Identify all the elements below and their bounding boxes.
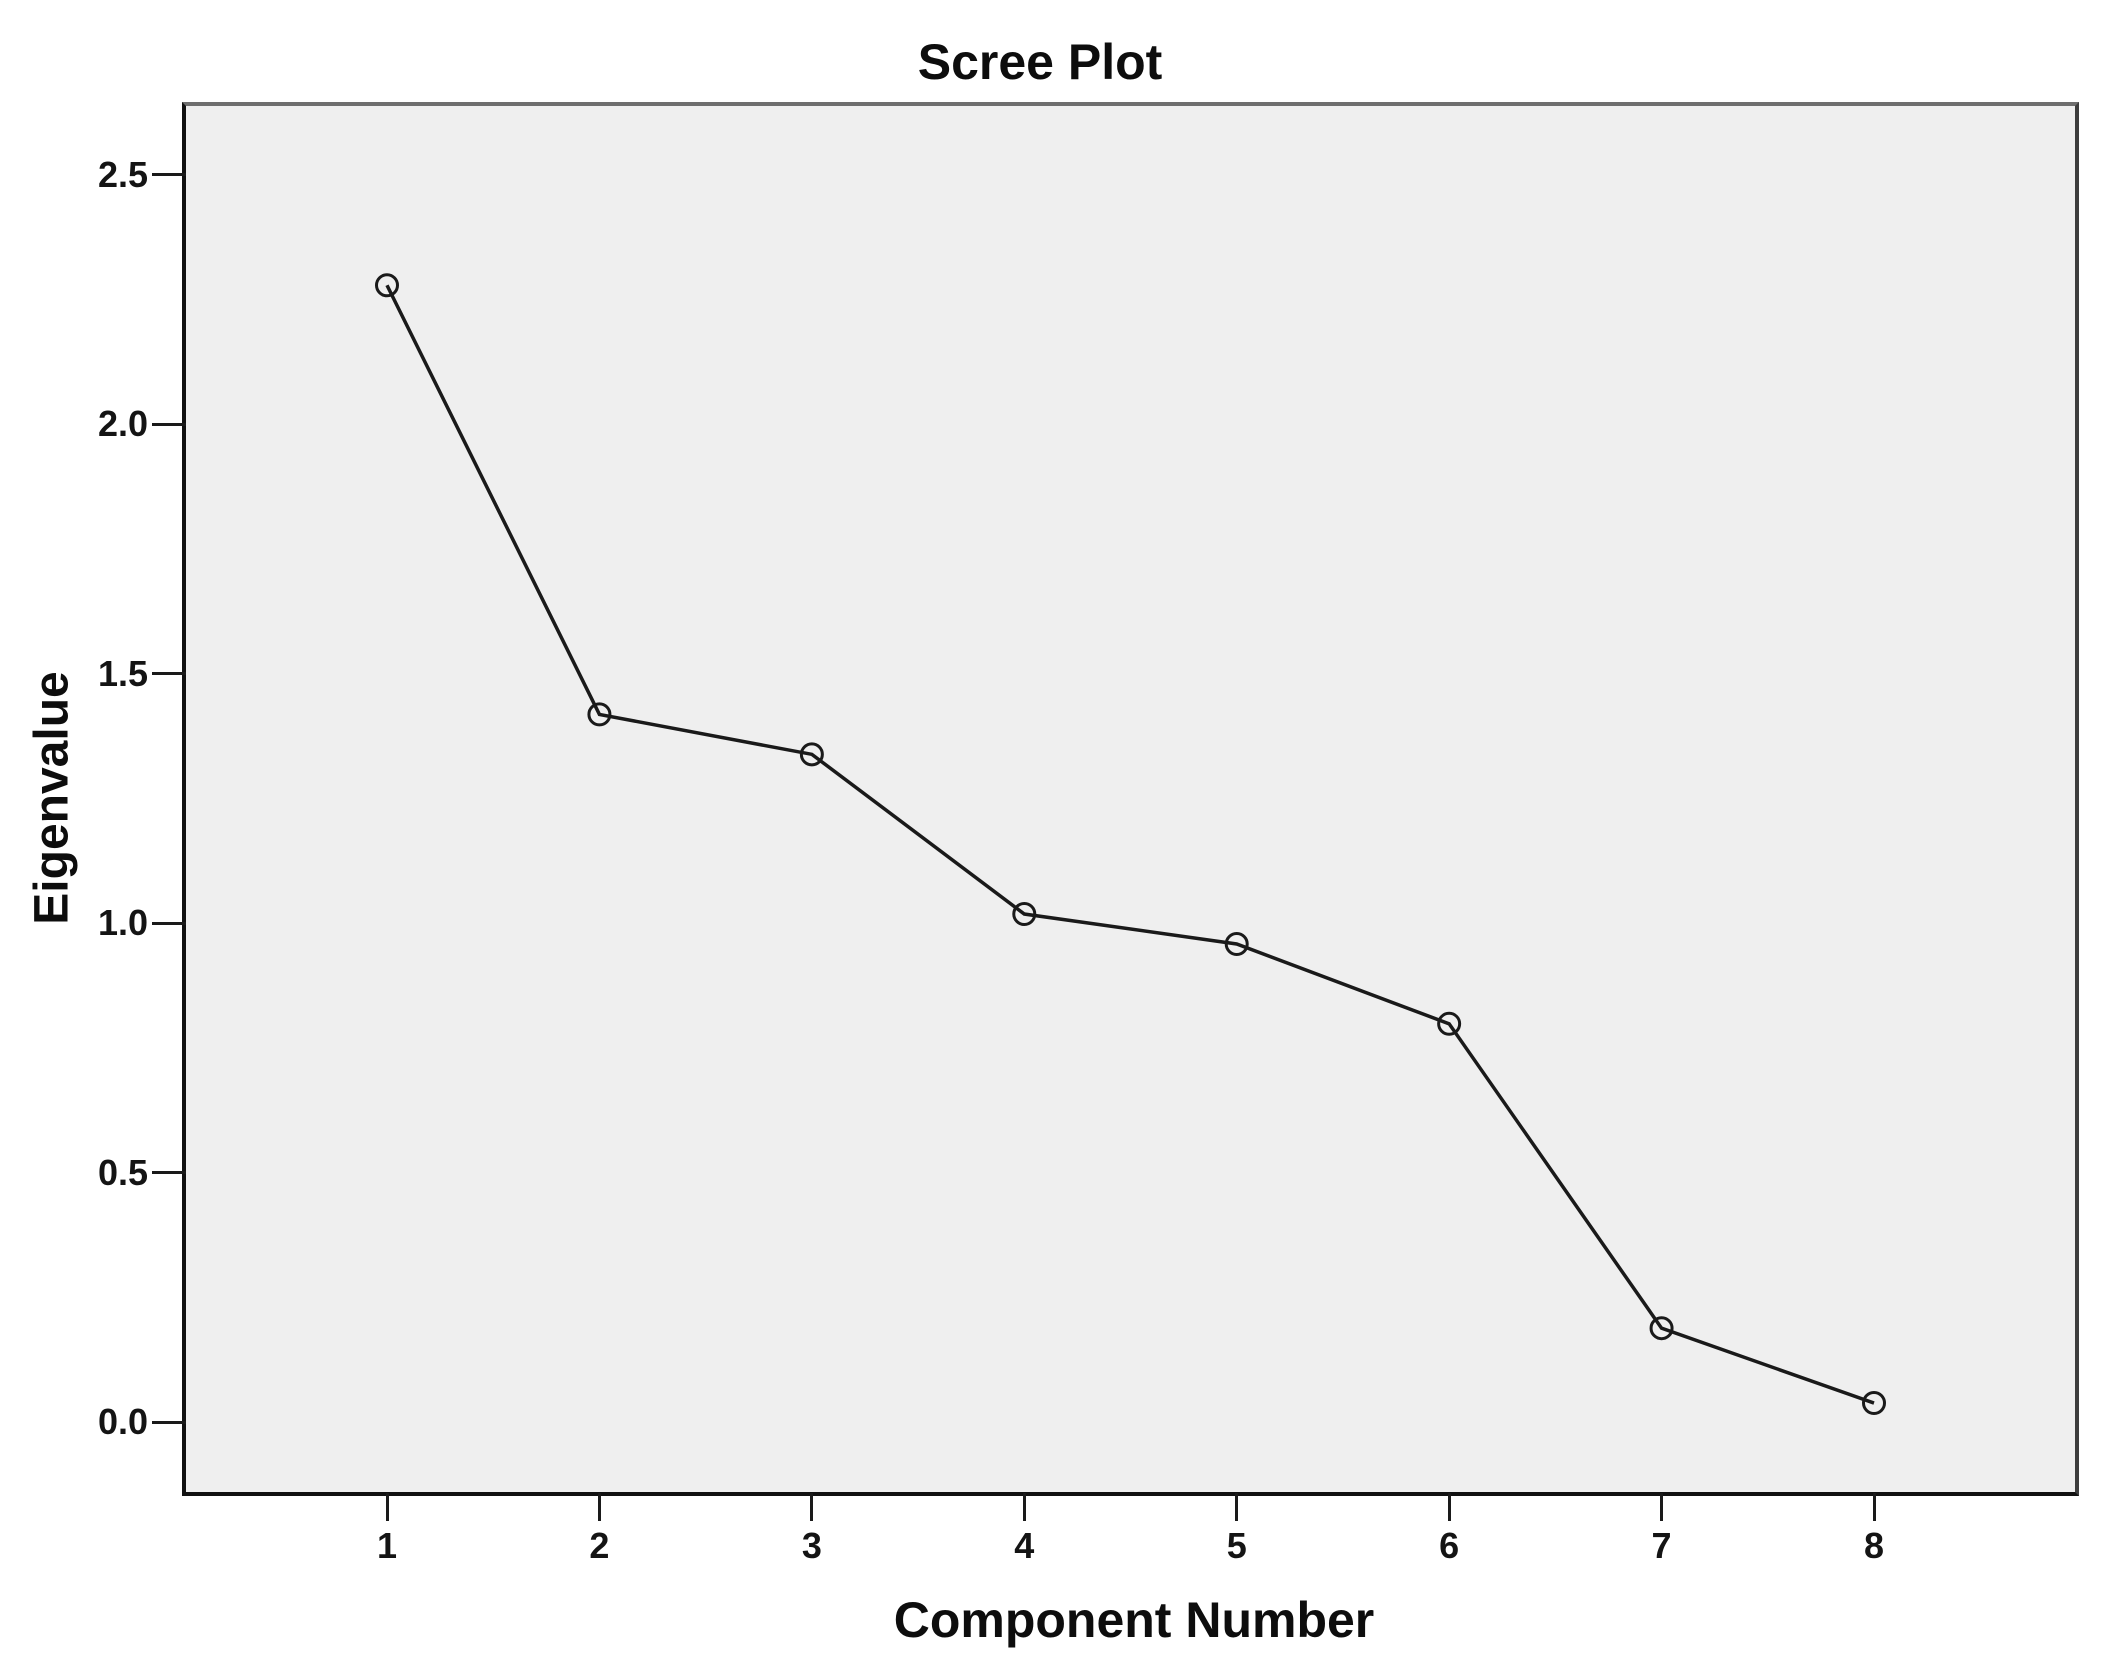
x-tick-mark [1235,1493,1239,1521]
x-tick-mark [385,1493,389,1521]
x-tick-label: 4 [1014,1525,1035,1566]
data-point-marker-component-8 [1862,1391,1886,1416]
x-tick-label: 7 [1651,1525,1672,1566]
y-tick-label: 1.0 [97,902,148,943]
y-tick-mark [152,1420,186,1424]
x-tick-label: 1 [376,1525,398,1566]
y-tick-label: 0.5 [97,1151,148,1193]
y-tick-mark [152,1171,186,1174]
data-point-marker-component-7 [1649,1316,1674,1341]
x-tick-mark [1872,1493,1876,1521]
x-tick-mark [1447,1493,1451,1521]
x-tick-mark [810,1493,814,1521]
data-point-marker-component-3 [799,742,824,767]
data-point-marker-component-1 [375,273,399,298]
x-tick-mark [597,1493,601,1521]
data-point-marker-component-4 [1012,902,1037,927]
data-point-marker-component-2 [587,702,612,727]
eigenvalue-line [385,284,1875,1405]
data-point-marker-component-5 [1224,931,1249,956]
y-tick-mark [152,672,186,675]
x-axis-label: Component Number [893,1592,1375,1648]
x-tick-mark [1022,1493,1026,1521]
x-tick-label: 2 [589,1525,610,1566]
x-tick-mark [1660,1493,1664,1521]
y-tick-label: 2.0 [97,403,148,444]
x-tick-label: 5 [1226,1525,1247,1566]
chart-title: Scree Plot [917,34,1163,90]
x-tick-label: 6 [1439,1525,1460,1566]
data-point-marker-component-6 [1437,1011,1462,1036]
y-tick-mark [152,921,186,925]
y-axis-label: Eigenvalue [25,671,79,925]
plot-area [182,102,2079,1496]
y-tick-label: 0.0 [97,1401,148,1442]
y-tick-mark [152,422,186,426]
scree-line-chart [375,273,1886,1416]
x-tick-label: 3 [801,1525,822,1566]
y-tick-label: 1.5 [97,652,148,694]
x-tick-label: 8 [1863,1525,1885,1566]
y-tick-mark [152,173,186,176]
y-tick-label: 2.5 [97,153,148,195]
